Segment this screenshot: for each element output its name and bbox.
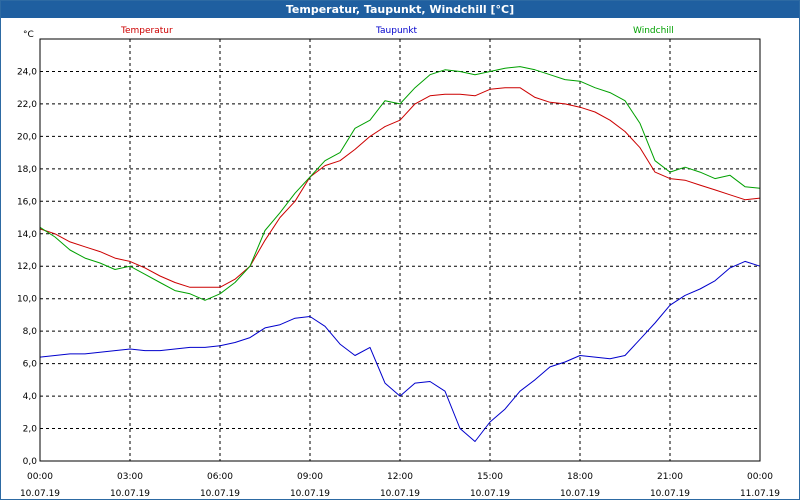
x-tick-time: 09:00 <box>297 472 323 482</box>
y-tick-label: 10,0 <box>17 295 37 305</box>
plot-frame <box>39 38 761 462</box>
y-tick-label: 14,0 <box>17 230 37 240</box>
x-tick-date: 10.07.19 <box>560 489 600 499</box>
legend-windchill: Windchill <box>633 26 674 36</box>
x-tick-date: 10.07.19 <box>200 489 240 499</box>
y-tick-label: 22,0 <box>17 100 37 110</box>
y-tick-label: 2,0 <box>23 425 38 435</box>
x-tick-date: 11.07.19 <box>740 489 780 499</box>
x-tick-date: 10.07.19 <box>20 489 60 499</box>
x-tick-time: 21:00 <box>657 472 683 482</box>
grid-lines <box>40 39 760 461</box>
x-tick-date: 10.07.19 <box>110 489 150 499</box>
y-tick-label: 6,0 <box>23 360 38 370</box>
x-axis-ticks: 00:00 10.07.19 03:00 10.07.19 06:00 10.07.19 0… <box>20 472 780 499</box>
series-line-windchill <box>39 66 761 301</box>
series-line-taupunkt <box>39 260 761 442</box>
x-tick-time: 12:00 <box>387 472 413 482</box>
series-lines <box>39 66 761 442</box>
x-tick-time: 15:00 <box>477 472 503 482</box>
x-tick-time: 00:00 <box>747 472 773 482</box>
legend-taupunkt: Taupunkt <box>375 26 418 36</box>
y-axis-ticks: 0,0 2,0 4,0 6,0 8,0 10,0 12,0 14,0 16,0 18,0 20,0 2… <box>17 67 37 467</box>
x-tick-date: 10.07.19 <box>470 489 510 499</box>
line-chart: 0,0 2,0 4,0 6,0 8,0 10,0 12,0 14,0 16,0 18,0 20,0 2… <box>17 26 780 499</box>
x-tick-time: 18:00 <box>567 472 593 482</box>
y-tick-label: 18,0 <box>17 165 37 175</box>
y-tick-label: 8,0 <box>23 327 38 337</box>
y-tick-label: 16,0 <box>17 197 37 207</box>
legend-temperatur: Temperatur <box>120 26 173 36</box>
x-tick-time: 03:00 <box>117 472 143 482</box>
x-tick-date: 10.07.19 <box>650 489 690 499</box>
y-axis-unit: °C <box>23 30 34 40</box>
x-tick-date: 10.07.19 <box>380 489 420 499</box>
window-title: Temperatur, Taupunkt, Windchill [°C] <box>1 1 799 18</box>
y-tick-label: 12,0 <box>17 262 37 272</box>
x-tick-date: 10.07.19 <box>290 489 330 499</box>
series-line-temperatur <box>39 87 761 288</box>
x-tick-time: 00:00 <box>27 472 53 482</box>
y-tick-label: 24,0 <box>17 67 37 77</box>
x-tick-time: 06:00 <box>207 472 233 482</box>
y-tick-label: 20,0 <box>17 132 37 142</box>
y-tick-label: 0,0 <box>23 457 38 467</box>
y-tick-label: 4,0 <box>23 392 38 402</box>
